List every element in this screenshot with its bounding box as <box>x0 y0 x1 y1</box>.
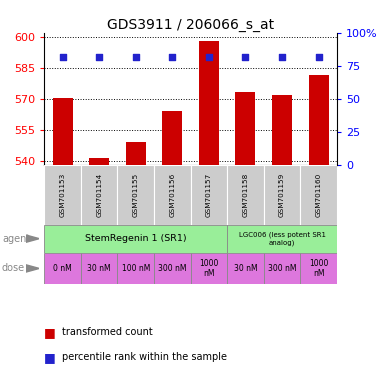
Bar <box>227 165 264 225</box>
Bar <box>117 253 154 284</box>
Text: GSM701155: GSM701155 <box>133 173 139 217</box>
Bar <box>308 75 329 165</box>
Bar <box>191 165 227 225</box>
Text: GSM701160: GSM701160 <box>316 173 321 217</box>
Bar <box>81 165 117 225</box>
Point <box>96 55 102 61</box>
Point <box>243 55 249 61</box>
Bar <box>227 253 264 284</box>
Point <box>206 55 212 61</box>
Bar <box>272 95 292 165</box>
Bar <box>227 225 337 253</box>
Text: GSM701158: GSM701158 <box>243 173 248 217</box>
Text: GSM701157: GSM701157 <box>206 173 212 217</box>
Text: GSM701159: GSM701159 <box>279 173 285 217</box>
Text: ■: ■ <box>44 351 56 364</box>
Point <box>169 55 176 61</box>
Text: 0 nM: 0 nM <box>53 264 72 273</box>
Text: GSM701154: GSM701154 <box>96 173 102 217</box>
Bar <box>117 165 154 225</box>
Text: percentile rank within the sample: percentile rank within the sample <box>62 352 227 362</box>
Title: GDS3911 / 206066_s_at: GDS3911 / 206066_s_at <box>107 18 274 31</box>
Bar <box>154 165 191 225</box>
Text: transformed count: transformed count <box>62 327 152 337</box>
Text: 1000
nM: 1000 nM <box>309 259 328 278</box>
Bar <box>300 253 337 284</box>
Text: StemRegenin 1 (SR1): StemRegenin 1 (SR1) <box>85 234 186 243</box>
Bar <box>264 253 300 284</box>
Text: LGC006 (less potent SR1
analog): LGC006 (less potent SR1 analog) <box>239 232 325 246</box>
Point <box>132 55 139 61</box>
Text: ■: ■ <box>44 326 56 339</box>
Polygon shape <box>26 265 39 272</box>
Bar <box>162 111 182 165</box>
Point <box>279 55 285 61</box>
Polygon shape <box>26 235 39 242</box>
Bar <box>44 165 81 225</box>
Text: 30 nM: 30 nM <box>234 264 257 273</box>
Bar <box>191 253 227 284</box>
Text: 1000
nM: 1000 nM <box>199 259 219 278</box>
Bar <box>44 253 81 284</box>
Text: 30 nM: 30 nM <box>87 264 111 273</box>
Text: agent: agent <box>2 233 30 244</box>
Text: 100 nM: 100 nM <box>122 264 150 273</box>
Bar <box>44 225 227 253</box>
Bar <box>52 98 73 165</box>
Bar <box>235 92 256 165</box>
Point <box>316 55 322 61</box>
Text: 300 nM: 300 nM <box>268 264 296 273</box>
Bar <box>300 165 337 225</box>
Text: GSM701153: GSM701153 <box>60 173 65 217</box>
Bar <box>154 253 191 284</box>
Bar <box>199 41 219 165</box>
Bar <box>89 158 109 165</box>
Bar <box>126 142 146 165</box>
Text: 300 nM: 300 nM <box>158 264 187 273</box>
Text: dose: dose <box>2 263 25 273</box>
Bar <box>81 253 117 284</box>
Bar <box>264 165 300 225</box>
Text: GSM701156: GSM701156 <box>169 173 175 217</box>
Point <box>59 55 65 61</box>
